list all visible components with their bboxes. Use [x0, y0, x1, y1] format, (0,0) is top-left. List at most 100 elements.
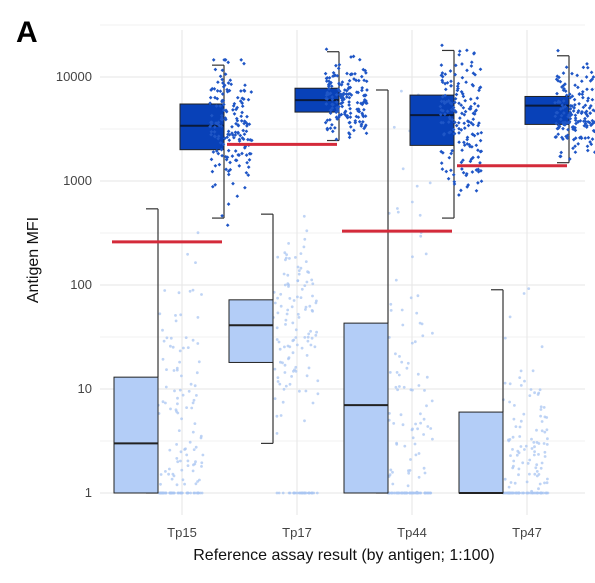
positive-points	[208, 43, 595, 228]
negative-point	[283, 371, 287, 374]
positive-point	[212, 134, 217, 139]
negative-point	[185, 406, 189, 409]
positive-point	[471, 111, 476, 116]
negative-point	[509, 481, 513, 484]
negative-point	[159, 473, 163, 476]
negative-point	[191, 430, 195, 434]
positive-point	[455, 88, 460, 93]
positive-point	[344, 92, 349, 96]
positive-point	[461, 105, 466, 110]
negative-point	[195, 394, 198, 397]
negative-point	[294, 365, 298, 369]
positive-point	[230, 154, 235, 158]
positive-point	[443, 112, 447, 117]
positive-point	[330, 129, 335, 134]
negative-point	[164, 470, 167, 473]
positive-point	[553, 135, 558, 139]
positive-point	[356, 78, 361, 83]
negative-point	[398, 385, 401, 388]
positive-point	[451, 105, 456, 110]
positive-point	[344, 95, 349, 99]
positive-point	[581, 105, 586, 110]
negative-point	[304, 305, 308, 309]
negative-box	[343, 322, 389, 494]
positive-point	[242, 121, 246, 126]
negative-point	[421, 334, 425, 338]
positive-point	[586, 135, 591, 140]
negative-point	[175, 457, 179, 460]
negative-point	[543, 415, 547, 419]
negative-point	[411, 255, 414, 259]
negative-point	[413, 340, 417, 344]
negative-point	[419, 421, 422, 425]
negative-point	[295, 343, 299, 347]
negative-point	[275, 491, 279, 495]
negative-point	[200, 465, 203, 468]
negative-point	[290, 305, 294, 309]
positive-point	[241, 137, 246, 141]
x-tick-label: Tp17	[282, 525, 312, 540]
positive-point	[440, 167, 445, 171]
positive-point	[228, 160, 232, 165]
negative-point	[284, 323, 287, 326]
positive-point	[239, 119, 244, 123]
negative-point	[281, 361, 284, 365]
negative-point	[522, 412, 526, 416]
negative-point	[535, 428, 538, 432]
negative-point	[288, 257, 291, 260]
negative-point	[293, 368, 296, 372]
negative-point	[286, 308, 290, 312]
negative-point	[282, 387, 286, 391]
positive-point	[449, 151, 454, 156]
positive-point	[235, 95, 240, 100]
y-tick-label: 10000	[56, 69, 92, 84]
negative-point	[278, 382, 282, 386]
negative-point	[186, 464, 190, 467]
positive-point	[472, 51, 477, 55]
positive-point	[465, 142, 470, 146]
positive-point	[244, 153, 249, 157]
negative-point	[288, 297, 292, 300]
positive-point	[218, 104, 223, 108]
positive-point	[209, 157, 214, 162]
positive-point	[454, 123, 459, 128]
positive-point	[209, 88, 213, 92]
positive-point	[464, 80, 468, 85]
negative-point	[286, 273, 290, 277]
negative-point	[201, 453, 205, 457]
negative-point	[539, 491, 542, 495]
positive-point	[592, 120, 595, 125]
positive-point	[230, 133, 235, 137]
negative-point	[276, 296, 279, 300]
negative-point	[162, 339, 166, 343]
positive-point	[555, 110, 560, 115]
negative-point	[284, 384, 288, 388]
positive-point	[454, 92, 459, 97]
positive-point	[449, 101, 454, 106]
negative-point	[196, 342, 200, 345]
positive-point	[456, 120, 461, 125]
negative-point	[194, 445, 198, 449]
positive-point	[330, 95, 335, 99]
positive-point	[585, 87, 589, 92]
negative-point	[193, 462, 197, 466]
negative-point	[315, 491, 319, 495]
positive-point	[220, 213, 224, 218]
negative-point	[283, 363, 287, 367]
positive-point	[227, 138, 232, 143]
negative-point	[297, 269, 301, 272]
positive-point	[216, 80, 220, 85]
negative-point	[299, 296, 303, 299]
negative-point	[402, 385, 406, 389]
positive-point	[451, 172, 456, 177]
negative-point	[503, 381, 507, 385]
negative-point	[190, 406, 194, 410]
positive-point	[477, 88, 481, 93]
negative-point	[174, 319, 178, 323]
negative-point	[180, 374, 183, 378]
negative-point	[181, 393, 185, 397]
positive-point	[471, 155, 475, 160]
negative-point	[545, 443, 549, 446]
negative-point	[387, 336, 391, 339]
positive-point	[242, 89, 247, 93]
